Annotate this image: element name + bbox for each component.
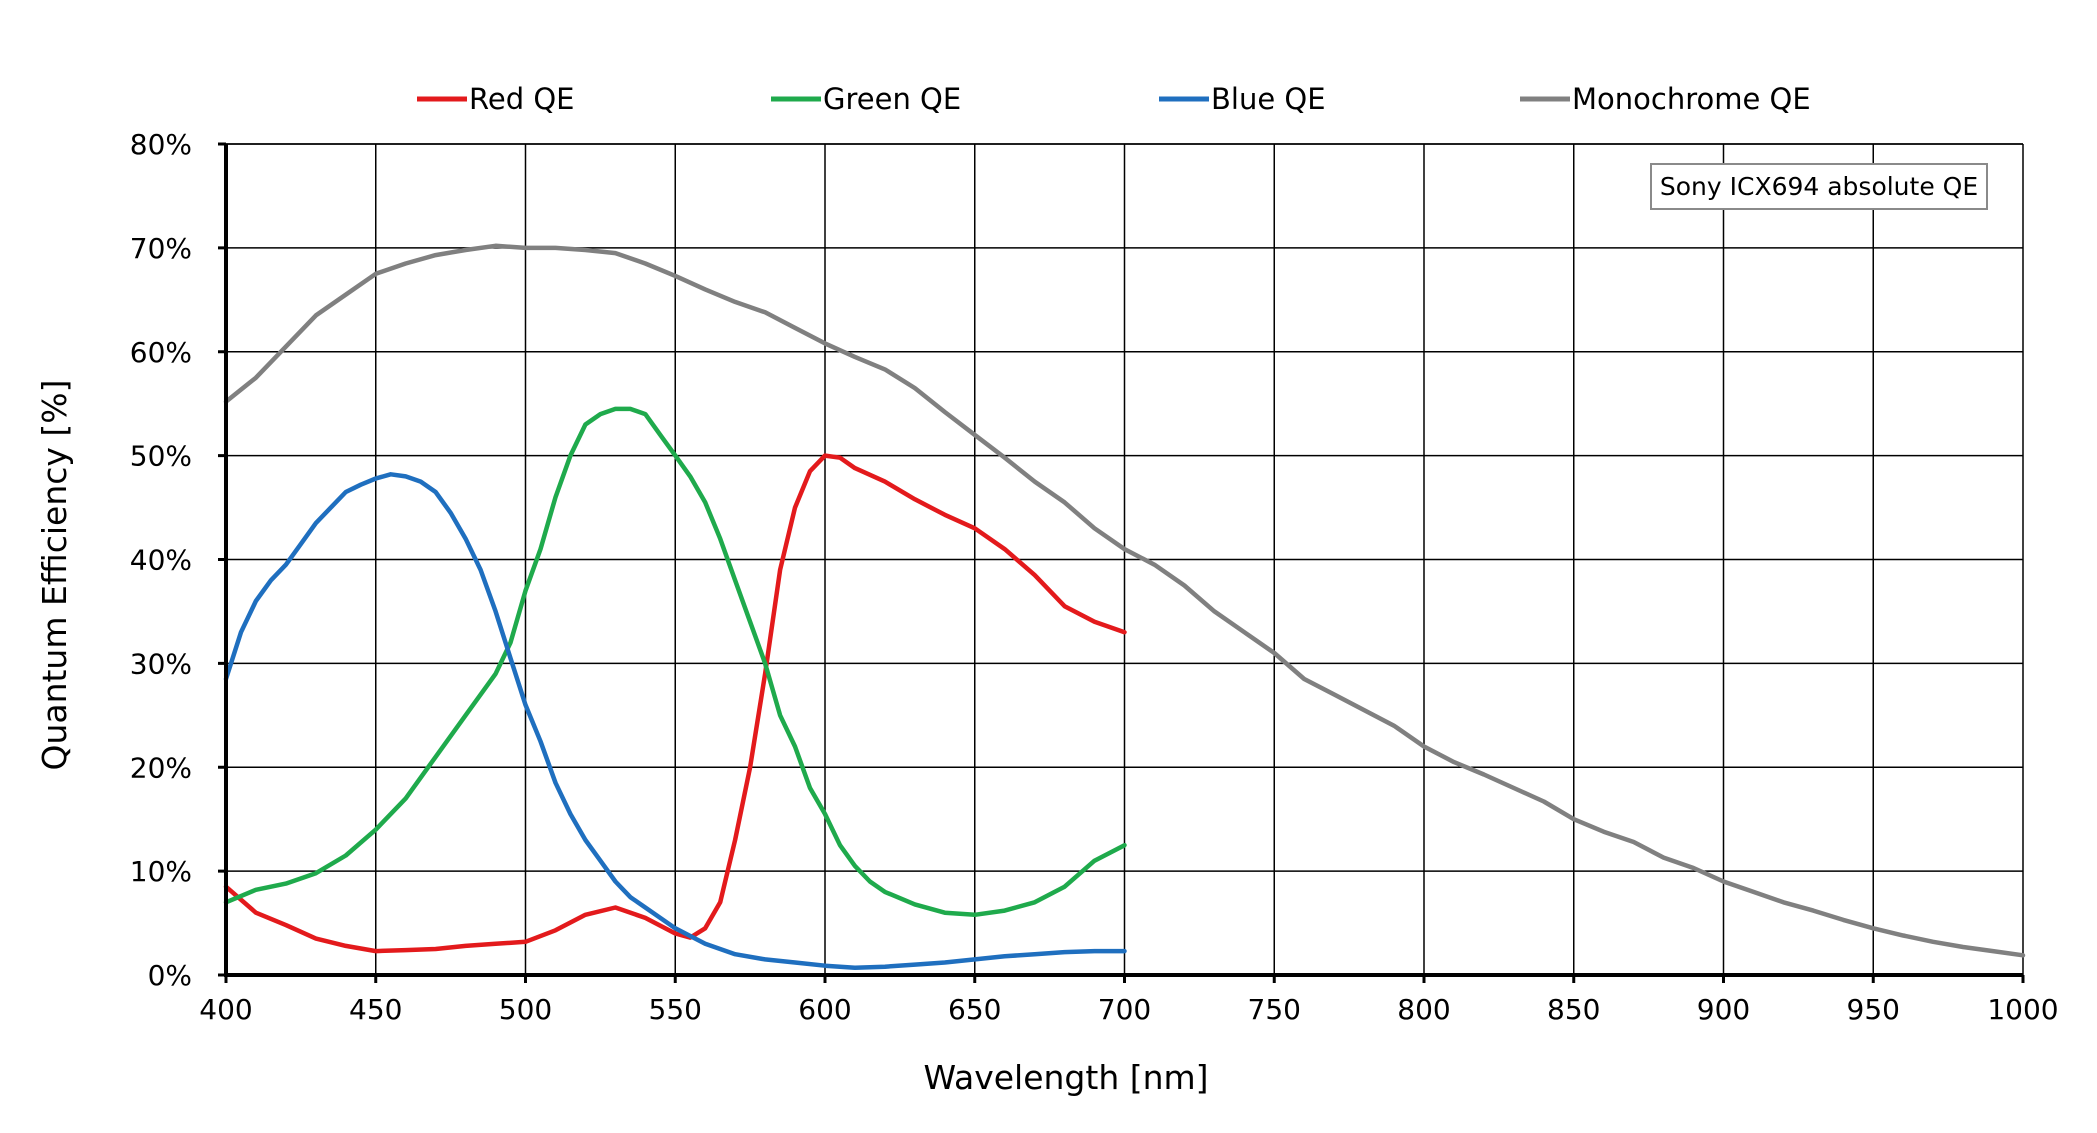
x-tick-label: 550 [649, 993, 702, 1026]
legend-label: Blue QE [1211, 82, 1326, 116]
legend-label: Monochrome QE [1572, 82, 1811, 116]
series-line-blue-qe [223, 472, 1127, 970]
x-tick-label: 450 [349, 993, 402, 1026]
y-tick-label: 10% [130, 855, 192, 888]
x-tick-label: 400 [199, 993, 252, 1026]
y-axis-title: Quantum Efficiency [%] [35, 379, 74, 770]
x-tick-label: 900 [1697, 993, 1750, 1026]
y-tick-label: 70% [130, 232, 192, 265]
annotation-frame [1650, 163, 1988, 210]
series-line-red-qe [223, 453, 1127, 954]
tick-labels: 0% 10% 20% 30% 40% 50% 60% 70% 80% 400 450 500 550 60… [130, 128, 2059, 1026]
x-axis-title: Wavelength [nm] [923, 1058, 1208, 1097]
plot-series [223, 243, 2026, 970]
legend-item-red-qe: Red QE [417, 82, 574, 116]
legend: Red QE Green QE Blue QE Monochrome QE [417, 82, 1811, 116]
annotation-box: Sony ICX694 absolute QE [1650, 163, 1988, 210]
x-tick-label: 750 [1248, 993, 1301, 1026]
series-line-monochrome-qe [223, 243, 2026, 958]
y-tick-label: 40% [130, 544, 192, 577]
x-tick-label: 500 [499, 993, 552, 1026]
x-tick-label: 1000 [1987, 993, 2058, 1026]
legend-label: Green QE [823, 82, 961, 116]
x-tick-label: 800 [1397, 993, 1450, 1026]
x-tick-label: 600 [798, 993, 851, 1026]
grid [226, 143, 2024, 975]
legend-item-green-qe: Green QE [771, 82, 961, 116]
y-tick-label: 30% [130, 647, 192, 680]
axes [218, 142, 2025, 983]
series-line-green-qe [223, 406, 1127, 918]
y-tick-label: 50% [130, 440, 192, 473]
x-tick-label: 950 [1847, 993, 1900, 1026]
legend-item-monochrome-qe: Monochrome QE [1520, 82, 1811, 116]
y-tick-label: 0% [148, 959, 192, 992]
x-tick-label: 700 [1098, 993, 1151, 1026]
y-tick-label: 60% [130, 336, 192, 369]
legend-label: Red QE [469, 82, 574, 116]
annotation-text: Sony ICX694 absolute QE [1660, 172, 1978, 201]
y-tick-label: 80% [130, 128, 192, 161]
x-tick-label: 850 [1547, 993, 1600, 1026]
x-tick-label: 650 [948, 993, 1001, 1026]
y-tick-label: 20% [130, 751, 192, 784]
legend-item-blue-qe: Blue QE [1159, 82, 1326, 116]
